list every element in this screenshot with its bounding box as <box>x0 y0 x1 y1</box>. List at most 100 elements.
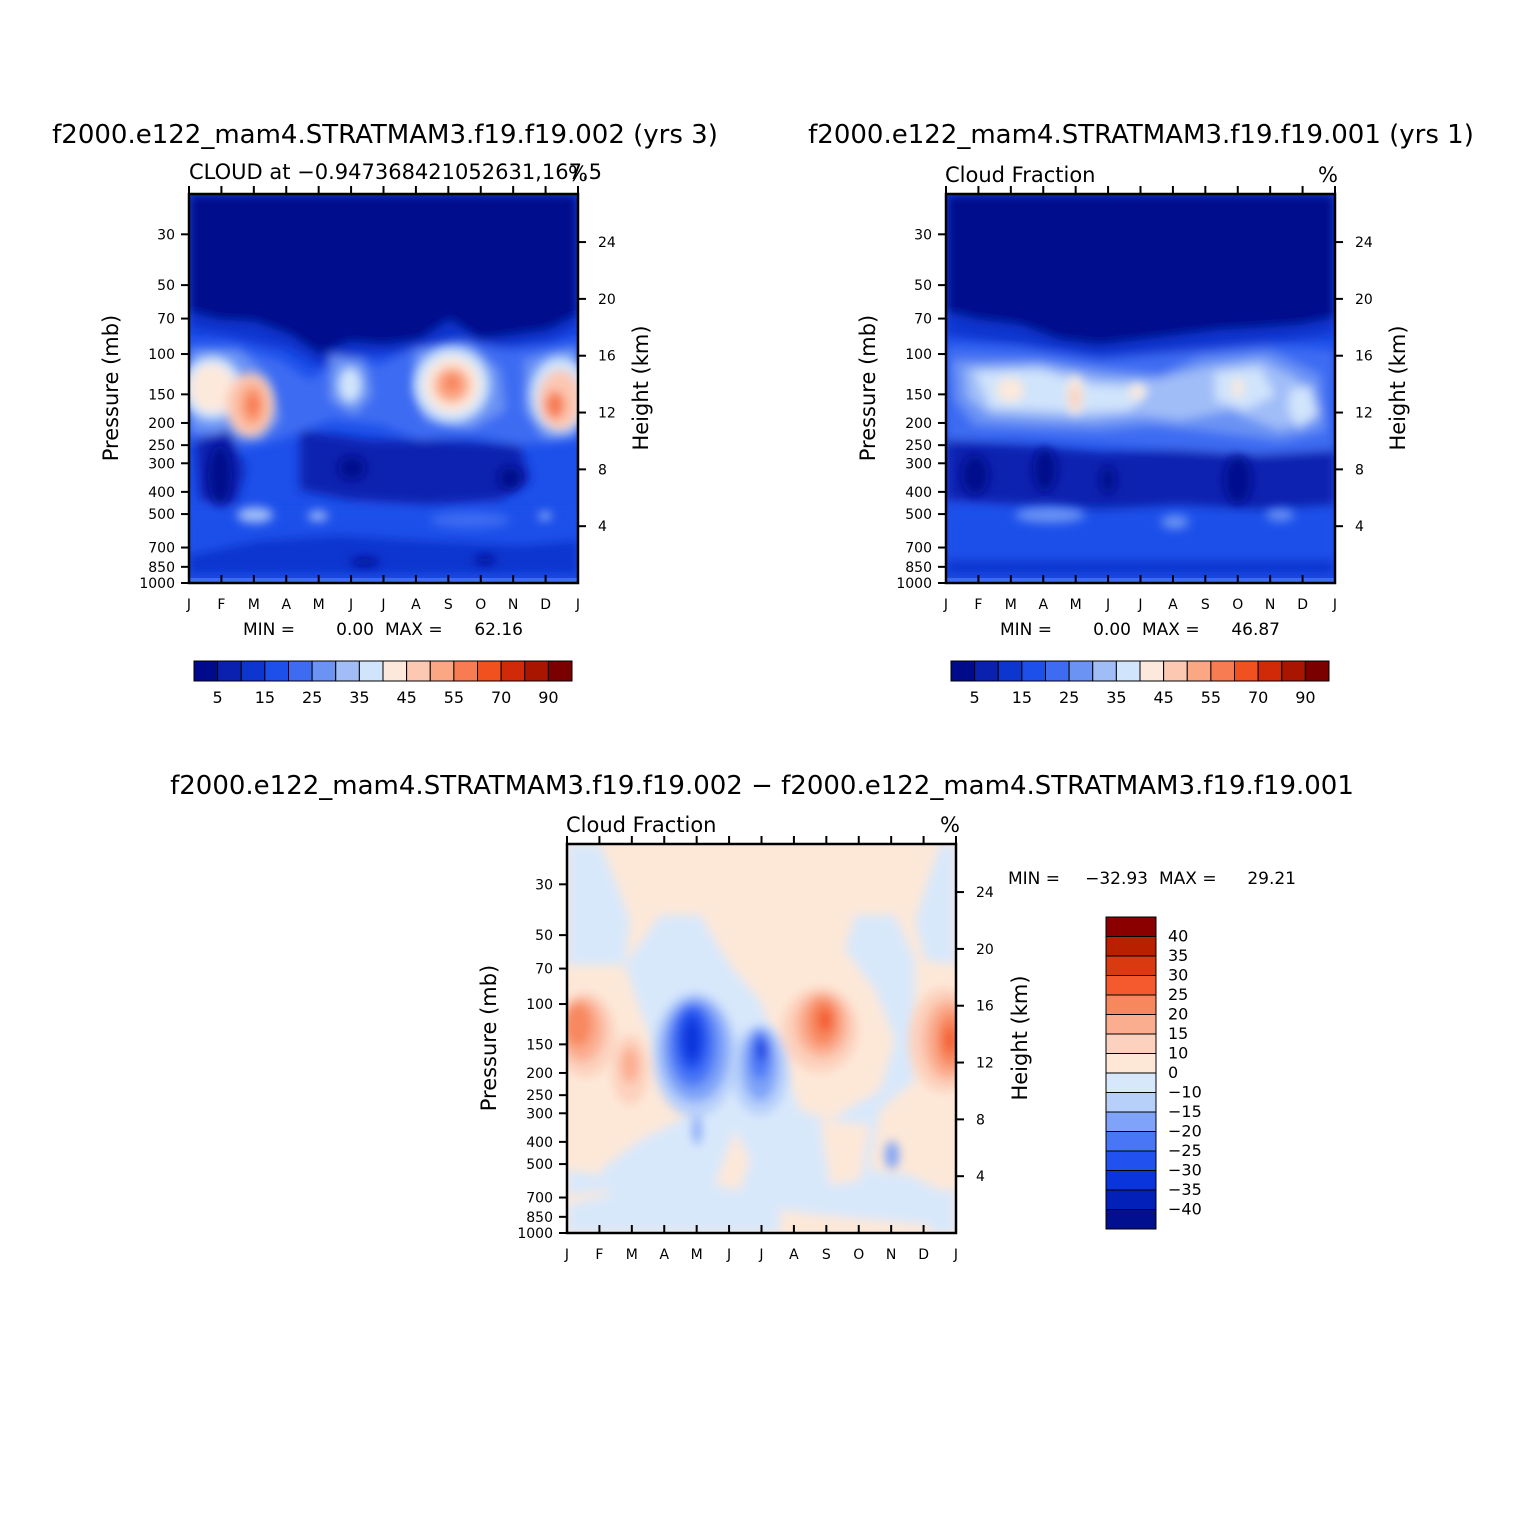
x-tick-label: J <box>953 1247 958 1263</box>
colorbar-swatch <box>335 660 360 682</box>
colorbar-label: 25 <box>302 688 322 707</box>
axes: J F M A M J J A S O N D J 30 50 70 100 150 200 250 300 400 500… <box>139 186 616 613</box>
y-axis-label: Pressure (mb) <box>99 315 123 462</box>
min-label: MIN = <box>1008 869 1060 889</box>
y2-tick-label: 24 <box>598 235 616 251</box>
x-tick-label: J <box>1137 597 1142 613</box>
colorbar-swatch <box>288 660 313 682</box>
y-tick-label: 500 <box>905 507 932 523</box>
y-tick-label: 70 <box>535 962 553 978</box>
colorbar-swatch <box>453 660 478 682</box>
x-tick-label: J <box>380 597 385 613</box>
x-tick-label: F <box>595 1247 603 1263</box>
colorbar-swatch <box>429 660 455 682</box>
colorbar-swatch <box>500 660 526 682</box>
x-tick-label: D <box>540 597 551 613</box>
y2-tick-label: 20 <box>976 942 994 958</box>
colorbar-label: 55 <box>1201 688 1221 707</box>
x-tick-label: A <box>659 1247 669 1263</box>
colorbar-label: 70 <box>1248 688 1268 707</box>
colorbar-swatch <box>1105 1014 1157 1035</box>
y-tick-label: 150 <box>148 387 175 403</box>
x-tick-label: M <box>626 1247 638 1263</box>
y2-tick-label: 16 <box>976 999 994 1015</box>
min-value: 0.00 <box>1093 620 1131 640</box>
x-tick-label: A <box>1038 597 1048 613</box>
colorbar-swatch <box>1068 660 1094 682</box>
units-label: % <box>940 813 960 837</box>
y-tick-label: 700 <box>526 1191 553 1207</box>
colorbar-swatch <box>1105 1053 1157 1074</box>
y2-tick-label: 12 <box>1355 406 1373 422</box>
colorbar-swatch <box>240 660 266 682</box>
chart-title: f2000.e122_mam4.STRATMAM3.f19.f19.002 (y… <box>52 120 718 150</box>
colorbar-swatch <box>1105 936 1157 957</box>
units-label: % <box>1318 163 1338 187</box>
y2-tick-label: 16 <box>1355 349 1373 365</box>
x-tick-label: J <box>348 597 353 613</box>
colorbar-label: −20 <box>1168 1122 1202 1141</box>
y2-tick-label: 12 <box>598 406 616 422</box>
colorbar-label: 35 <box>349 688 369 707</box>
x-tick-label: O <box>1232 597 1243 613</box>
colorbar-swatch <box>974 660 999 682</box>
chart-subtitle: Cloud Fraction <box>566 813 717 837</box>
x-tick-label: M <box>1005 597 1017 613</box>
contour-field <box>567 844 956 1233</box>
x-tick-label: F <box>217 597 225 613</box>
colorbar-label: 35 <box>1106 688 1126 707</box>
y-tick-label: 30 <box>535 877 553 893</box>
colorbar-swatch <box>950 660 976 682</box>
y2-axis-label: Height (km) <box>629 325 653 450</box>
colorbar-swatch <box>358 660 384 682</box>
colorbar-swatch <box>1210 660 1235 682</box>
colorbar-label: 15 <box>1168 1024 1188 1043</box>
colorbar-label: 10 <box>1168 1044 1188 1063</box>
y-tick-label: 850 <box>526 1210 553 1226</box>
colorbar-swatch <box>1281 660 1306 682</box>
min-label: MIN = <box>243 620 295 640</box>
colorbar-label: 5 <box>970 688 980 707</box>
colorbar-swatch <box>1105 1150 1157 1171</box>
colorbar-label: −35 <box>1168 1180 1202 1199</box>
y-tick-label: 200 <box>905 416 932 432</box>
colorbar-swatch <box>1105 1170 1157 1191</box>
colorbar-swatch <box>1139 660 1165 682</box>
y-tick-label: 100 <box>148 347 175 363</box>
colorbar-swatch <box>382 660 408 682</box>
colorbar-swatch <box>1105 1033 1157 1054</box>
colorbar-swatch <box>1257 660 1283 682</box>
panel-top-left: f2000.e122_mam4.STRATMAM3.f19.f19.002 (y… <box>52 120 718 707</box>
y2-tick-label: 24 <box>1355 235 1373 251</box>
y-tick-label: 700 <box>905 541 932 557</box>
y-tick-label: 400 <box>148 485 175 501</box>
y-tick-label: 250 <box>526 1088 553 1104</box>
colorbar-swatch <box>524 660 549 682</box>
y-tick-label: 1000 <box>896 576 932 592</box>
x-tick-label: N <box>1265 597 1275 613</box>
x-tick-label: M <box>248 597 260 613</box>
colorbar-swatch <box>1234 660 1259 682</box>
y2-tick-label: 20 <box>1355 292 1373 308</box>
colorbar-swatch <box>217 660 242 682</box>
y2-tick-label: 12 <box>976 1056 994 1072</box>
y-tick-label: 400 <box>526 1135 553 1151</box>
colorbar-swatch <box>1092 660 1117 682</box>
x-tick-label: M <box>691 1247 703 1263</box>
max-value: 29.21 <box>1247 869 1296 889</box>
min-max-readout: MIN = −32.93 MAX = 29.21 <box>1008 869 1296 889</box>
y2-tick-label: 4 <box>598 519 607 535</box>
colorbar-label: −25 <box>1168 1141 1202 1160</box>
x-tick-label: F <box>974 597 982 613</box>
y-tick-label: 300 <box>526 1106 553 1122</box>
colorbar-swatch <box>1105 1209 1157 1230</box>
colorbar-swatch <box>547 660 573 682</box>
x-tick-label: N <box>886 1247 896 1263</box>
y-tick-label: 250 <box>905 438 932 454</box>
y-tick-label: 500 <box>148 507 175 523</box>
max-label: MAX = <box>385 620 443 640</box>
colorbar-label: 25 <box>1168 985 1188 1004</box>
colorbar-swatch <box>264 660 289 682</box>
max-value: 46.87 <box>1231 620 1280 640</box>
colorbar-swatch <box>1105 1111 1157 1132</box>
